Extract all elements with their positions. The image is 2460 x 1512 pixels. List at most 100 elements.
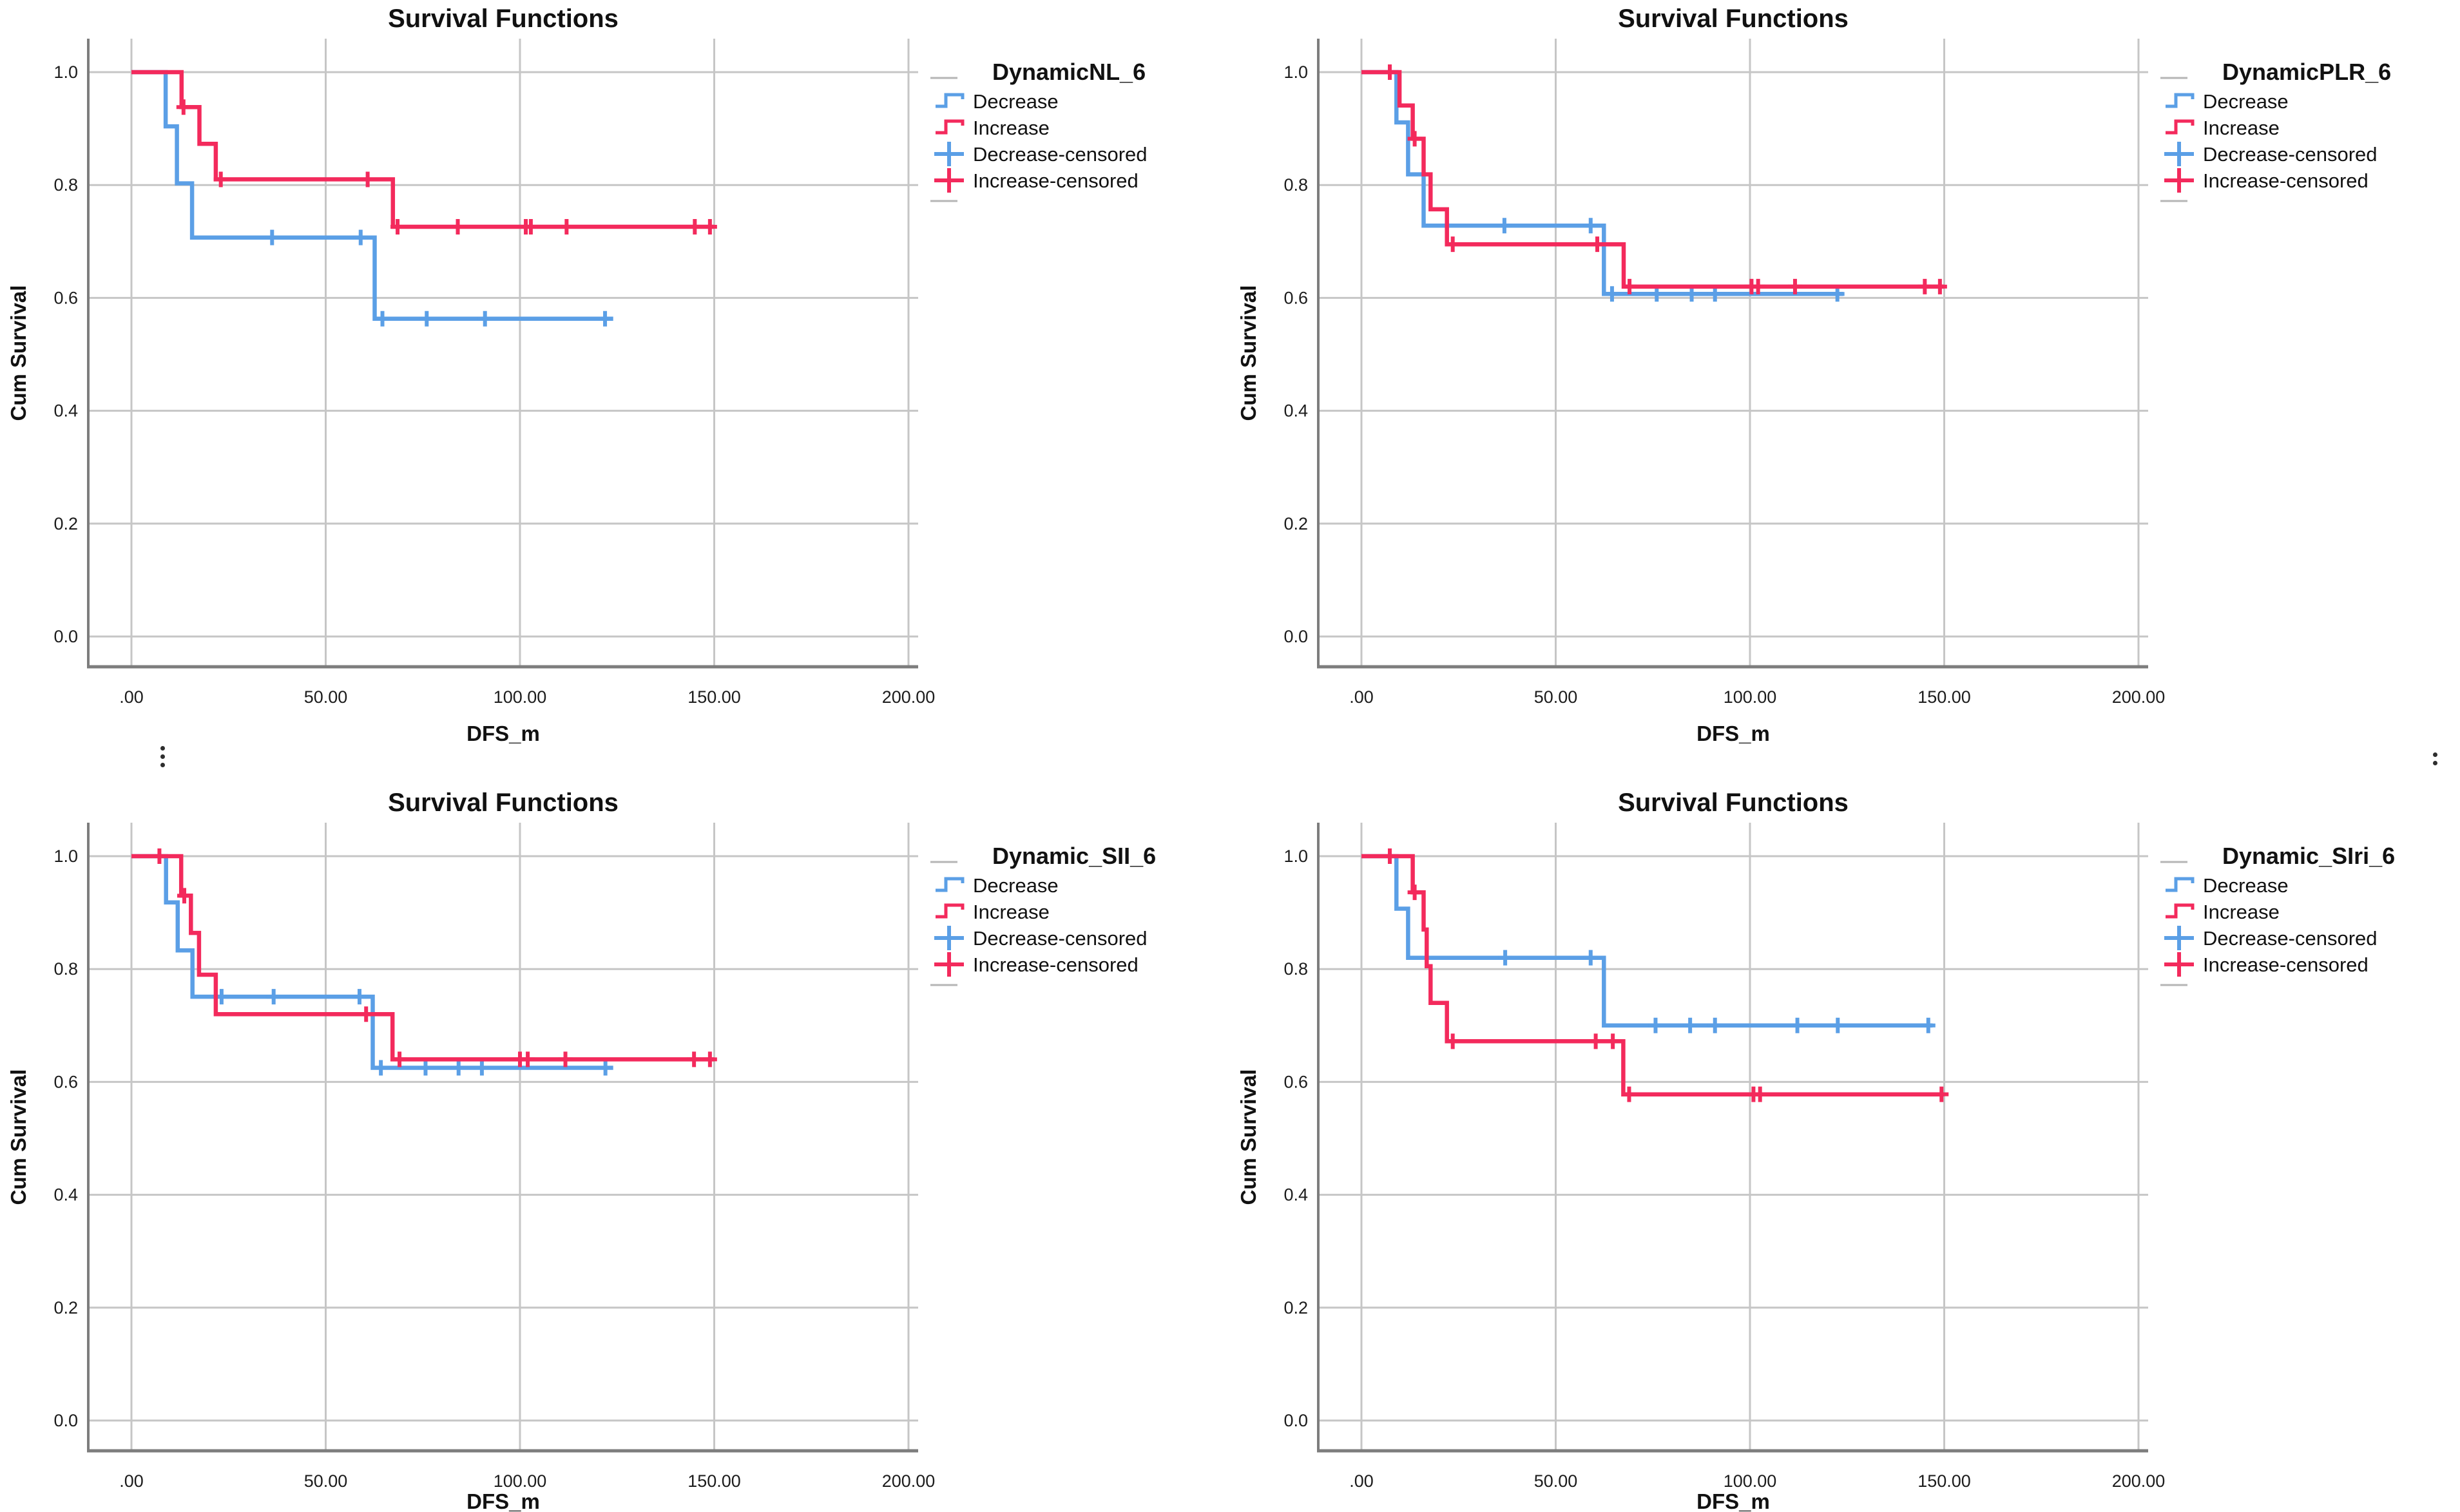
decrease-censor-mark <box>1604 286 1619 302</box>
increase-censor-mark <box>1445 1033 1460 1049</box>
x-tick-label: 100.00 <box>1724 687 1777 707</box>
y-tick-label: 0.4 <box>53 401 78 421</box>
panel-dynamic-siri-6: .00 50.00 100.00 150.00 200.00 0.0 0.2 0.4 0.6 0.… <box>1236 789 2395 1512</box>
ellipsis-dot <box>2433 752 2437 757</box>
x-tick-label: .00 <box>1349 1471 1374 1491</box>
ellipsis-dot <box>160 763 165 767</box>
legend-title: Dynamic_SII_6 <box>992 843 1156 869</box>
increase-censor-mark <box>687 219 702 235</box>
increase-censor-mark <box>702 1051 717 1067</box>
increase-curve <box>1361 70 1945 289</box>
decrease-censored-plus-glyph <box>2164 926 2194 950</box>
increase-censor-mark <box>1622 278 1637 294</box>
legend-item-label: Decrease-censored <box>973 927 1148 950</box>
y-tick-label: 0.2 <box>53 1298 78 1317</box>
decrease-censor-mark <box>451 1060 466 1076</box>
increase-censor-mark <box>359 1006 374 1022</box>
decrease-censor-mark <box>1583 218 1598 234</box>
y-axis-title: Cum Survival <box>1236 1069 1260 1205</box>
decrease-curve <box>1361 854 1933 1028</box>
decrease-censored-plus-glyph <box>934 926 964 950</box>
y-tick-label: 0.8 <box>1283 959 1308 979</box>
y-tick-label: 0.8 <box>53 175 78 195</box>
increase-censor-mark <box>392 1051 407 1067</box>
increase-censor-mark <box>176 99 191 115</box>
x-tick-label: 150.00 <box>1917 687 1971 707</box>
plot-area: .00 50.00 100.00 150.00 200.00 0.0 0.2 0.4 0.6 0.… <box>53 39 935 707</box>
decrease-curve <box>131 854 613 1070</box>
panel-dynamicnl-6: .00 50.00 100.00 150.00 200.00 0.0 0.2 0.4 0.6 0.… <box>6 5 1148 745</box>
increase-censor-mark <box>1787 278 1802 294</box>
decrease-censor-mark <box>419 311 434 327</box>
decrease-censor-mark <box>1683 1017 1698 1033</box>
panel-dynamicplr-6: .00 50.00 100.00 150.00 200.00 0.0 0.2 0.4 0.6 0.… <box>1236 5 2391 745</box>
legend-item-label: Increase-censored <box>2203 953 2369 976</box>
increase-censor-mark <box>521 1051 535 1067</box>
increase-censor-mark <box>1407 885 1422 901</box>
decrease-line-glyph <box>936 93 965 108</box>
increase-line-glyph <box>936 119 965 135</box>
y-tick-label: 0.8 <box>53 959 78 979</box>
decrease-line-glyph <box>2166 93 2195 108</box>
increase-censor-mark <box>177 888 192 904</box>
decrease-censor-mark <box>1649 286 1664 302</box>
increase-censor-mark <box>702 219 717 235</box>
x-axis-title: DFS_m <box>466 722 540 745</box>
decrease-censor-mark <box>598 1060 613 1076</box>
decrease-censor-mark <box>1583 950 1598 966</box>
legend: DynamicPLR_6 Decrease Increase Decrease-… <box>2160 59 2391 202</box>
legend-item-label: Increase <box>973 117 1050 139</box>
increase-censor-mark <box>1590 236 1605 253</box>
y-tick-label: 0.0 <box>1283 1411 1308 1430</box>
y-tick-label: 0.0 <box>53 1411 78 1430</box>
y-tick-label: 1.0 <box>53 62 78 82</box>
chart-title: Survival Functions <box>1618 5 1849 33</box>
increase-censor-mark <box>1445 236 1460 253</box>
decrease-censor-mark <box>1921 1017 1936 1033</box>
legend-item-label: Increase <box>2203 901 2280 923</box>
increase-censor-mark <box>1606 1033 1620 1049</box>
x-tick-label: 50.00 <box>1534 687 1578 707</box>
y-tick-label: 0.2 <box>1283 514 1308 533</box>
x-tick-label: .00 <box>119 1471 144 1491</box>
legend-title: DynamicPLR_6 <box>2222 59 2391 85</box>
y-tick-label: 0.6 <box>53 1072 78 1091</box>
legend-item-label: Decrease <box>2203 874 2289 897</box>
y-tick-label: 0.0 <box>1283 627 1308 646</box>
increase-censor-mark <box>152 848 167 864</box>
increase-censor-mark <box>559 219 574 235</box>
legend: Dynamic_SIri_6 Decrease Increase Decreas… <box>2160 843 2395 986</box>
increase-censor-mark <box>1383 848 1398 864</box>
legend-item-label: Increase-censored <box>973 169 1139 192</box>
y-tick-label: 0.2 <box>1283 1298 1308 1317</box>
x-tick-label: 150.00 <box>687 687 741 707</box>
chart-title: Survival Functions <box>1618 789 1849 817</box>
legend-title: DynamicNL_6 <box>992 59 1146 85</box>
increase-censored-plus-glyph <box>934 168 964 193</box>
y-tick-label: 0.6 <box>53 288 78 307</box>
right-ellipsis-mark <box>2433 752 2437 769</box>
increase-censor-mark <box>1751 278 1765 294</box>
x-axis-title: DFS_m <box>1696 1489 1770 1512</box>
legend-item-label: Increase-censored <box>2203 169 2369 192</box>
decrease-censor-mark <box>352 989 367 1005</box>
x-axis-title: DFS_m <box>466 1489 540 1512</box>
increase-censor-mark <box>558 1051 573 1067</box>
x-tick-label: 150.00 <box>687 1471 741 1491</box>
decrease-censored-plus-glyph <box>2164 142 2194 166</box>
increase-censor-mark <box>523 219 538 235</box>
x-tick-label: .00 <box>1349 687 1374 707</box>
legend-item-label: Decrease <box>2203 90 2289 113</box>
plot-area: .00 50.00 100.00 150.00 200.00 0.0 0.2 0.4 0.6 0.… <box>53 823 935 1491</box>
x-tick-label: 50.00 <box>304 687 348 707</box>
increase-line-glyph <box>2166 119 2195 135</box>
decrease-censor-mark <box>1707 1017 1722 1033</box>
legend-item-label: Decrease <box>973 90 1059 113</box>
panel-dynamic-sii-6: .00 50.00 100.00 150.00 200.00 0.0 0.2 0.4 0.6 0.… <box>6 789 1156 1512</box>
y-tick-label: 1.0 <box>1283 62 1308 82</box>
y-tick-label: 0.0 <box>53 627 78 646</box>
decrease-censor-mark <box>1830 286 1845 302</box>
y-tick-label: 1.0 <box>53 847 78 866</box>
x-tick-label: 200.00 <box>2112 1471 2166 1491</box>
